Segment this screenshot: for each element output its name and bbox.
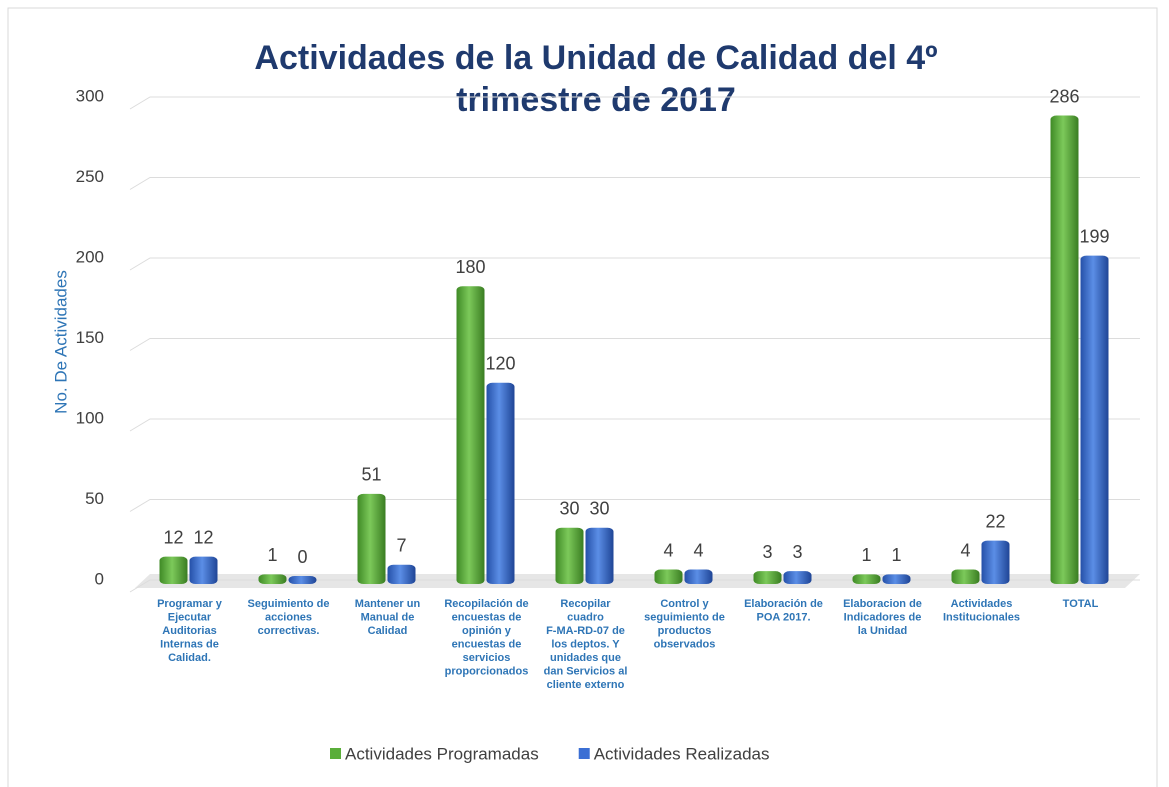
bar bbox=[288, 576, 317, 584]
grid-line bbox=[129, 96, 1140, 110]
value-label: 286 bbox=[1049, 86, 1079, 106]
x-tick-label: Recopilar cuadro F-MA-RD-07 de los deptos. … bbox=[544, 598, 628, 691]
bar bbox=[951, 569, 980, 584]
y-tick-label: 50 bbox=[85, 489, 104, 508]
x-tick-label: Programar y Ejecutar Auditorias Internas de… bbox=[157, 598, 223, 664]
bar bbox=[981, 540, 1010, 584]
grid-line bbox=[129, 499, 1140, 512]
bar bbox=[456, 286, 485, 584]
x-tick-label: Recopilación de encuestas de opinión y encu… bbox=[444, 598, 528, 678]
bar bbox=[1050, 115, 1079, 584]
value-label: 1 bbox=[891, 545, 901, 565]
y-tick-label: 100 bbox=[76, 408, 104, 427]
y-tick-label: 250 bbox=[76, 167, 104, 186]
legend-label: Actividades Programadas bbox=[345, 744, 539, 763]
value-label: 199 bbox=[1079, 226, 1109, 246]
bar bbox=[753, 571, 782, 584]
grid-line bbox=[129, 257, 1140, 271]
chart-frame bbox=[7, 7, 1158, 787]
value-label: 4 bbox=[960, 540, 970, 560]
value-label: 1 bbox=[861, 545, 871, 565]
x-tick-label: Mantener un Manual de Calidad bbox=[355, 598, 421, 637]
y-tick-label: 200 bbox=[76, 247, 104, 266]
x-tick-label: TOTAL bbox=[1063, 598, 1099, 610]
value-label: 120 bbox=[485, 354, 515, 374]
value-label: 3 bbox=[762, 542, 772, 562]
value-label: 51 bbox=[361, 465, 381, 485]
value-label: 12 bbox=[163, 527, 183, 547]
bar bbox=[882, 574, 911, 584]
bar bbox=[555, 527, 584, 584]
x-tick-label: Elaboracion de Indicadores de la Unidad bbox=[843, 598, 922, 637]
y-axis-label: No. De Actividades bbox=[51, 270, 70, 414]
y-tick-label: 150 bbox=[76, 328, 104, 347]
value-label: 7 bbox=[396, 535, 406, 555]
x-tick-label: Elaboración de POA 2017. bbox=[744, 598, 823, 624]
value-label: 3 bbox=[792, 542, 802, 562]
legend-swatch bbox=[330, 748, 341, 759]
bar bbox=[654, 569, 683, 584]
bar bbox=[1080, 255, 1109, 585]
chart-title: Actividades de la Unidad de Calidad del … bbox=[254, 39, 937, 119]
x-tick-label: Actividades Institucionales bbox=[943, 598, 1020, 624]
value-label: 4 bbox=[663, 540, 673, 560]
bar bbox=[258, 574, 287, 584]
grid-line bbox=[129, 177, 1140, 190]
bar bbox=[852, 574, 881, 584]
x-tick-label: Control y seguimiento de productos observad… bbox=[644, 598, 725, 651]
grid-line bbox=[129, 418, 1140, 432]
legend-swatch bbox=[578, 748, 590, 759]
bar bbox=[585, 527, 614, 584]
value-label: 4 bbox=[693, 540, 703, 560]
bar bbox=[159, 556, 188, 584]
value-label: 30 bbox=[589, 498, 609, 518]
y-tick-label: 300 bbox=[76, 86, 104, 105]
bar bbox=[783, 571, 812, 584]
y-tick-label: 0 bbox=[95, 569, 104, 588]
bar bbox=[357, 493, 386, 584]
value-label: 30 bbox=[559, 498, 579, 518]
bar bbox=[684, 569, 713, 584]
value-label: 0 bbox=[297, 547, 307, 567]
bar bbox=[387, 564, 416, 584]
x-tick-label: Seguimiento de acciones correctivas. bbox=[248, 598, 330, 637]
value-label: 22 bbox=[985, 511, 1005, 531]
grid-line bbox=[129, 338, 1140, 351]
bar bbox=[486, 382, 515, 584]
value-label: 180 bbox=[455, 257, 485, 277]
legend-label: Actividades Realizadas bbox=[594, 744, 770, 763]
value-label: 12 bbox=[193, 527, 213, 547]
value-label: 1 bbox=[267, 545, 277, 565]
bar bbox=[189, 556, 218, 584]
